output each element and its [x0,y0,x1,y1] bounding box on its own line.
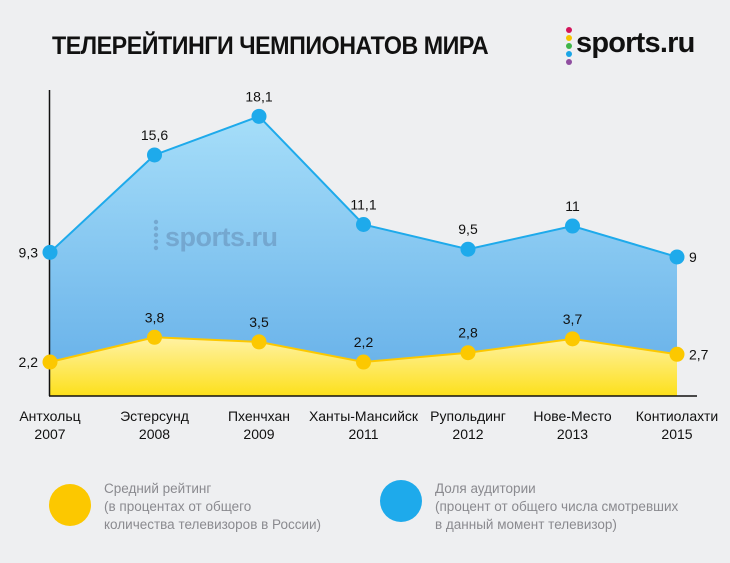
rating-value-label: 2,2 [19,354,39,370]
legend-rating-desc-2: количества телевизоров в России) [104,517,322,532]
logo-dot [566,27,572,33]
watermark-dot [153,239,159,244]
x-tick-place-label: Рупольдинг [430,408,506,424]
share-area [50,116,677,396]
x-tick-year-label: 2009 [243,426,274,442]
share-value-label: 9 [689,249,697,265]
rating-point [669,346,685,362]
share-value-label: 9,3 [19,244,39,260]
rating-value-label: 3,7 [563,311,583,327]
x-tick-place-label: Ханты-Мансийск [309,408,419,424]
rating-value-label: 3,5 [249,314,269,330]
chart-title: ТЕЛЕРЕЙТИНГИ ЧЕМПИОНАТОВ МИРА [52,32,489,60]
rating-point [565,331,580,347]
rating-value-label: 2,8 [458,325,478,341]
share-point [356,217,371,233]
share-point [565,218,580,234]
watermark-dot [153,232,159,238]
share-value-label: 11 [565,198,580,214]
x-tick-place-label: Эстерсунд [120,408,189,424]
x-tick-year-label: 2007 [34,426,65,442]
share-point [42,244,58,260]
legend-rating-title: Средний рейтинг [104,481,212,496]
legend-share-swatch-icon [380,480,422,522]
rating-point [460,345,476,361]
x-tick-place-label: Антхольц [19,408,80,424]
logo-dot [566,35,572,41]
logo-text: sports.ru [576,27,695,59]
watermark: sports.ru [165,222,278,252]
x-tick-year-label: 2012 [452,426,483,442]
legend-share-text: Доля аудитории (процент от общего числа … [435,480,678,534]
legend-share-desc-1: (процент от общего числа смотревших [435,499,679,514]
x-tick-year-label: 2011 [348,426,378,442]
watermark-dot [153,245,159,251]
x-tick-year-label: 2013 [557,426,588,442]
rating-value-label: 2,2 [354,334,374,350]
share-point [251,108,267,124]
share-point [147,147,162,163]
rating-point [251,334,267,350]
x-tick-year-label: 2015 [661,426,692,442]
logo-dot [566,59,572,65]
x-tick-place-label: Контиолахти [636,408,718,424]
legend-rating-swatch-icon [49,484,91,526]
x-tick-place-label: Пхенчхан [228,408,290,424]
share-point [460,241,476,257]
share-point [669,249,685,265]
legend-share-desc-2: в данный момент телевизор) [435,517,617,532]
watermark-dot [153,226,159,231]
watermark-dots-icon [153,219,159,251]
legend-share-title: Доля аудитории [435,481,536,496]
logo-dot [566,43,572,49]
rating-point [356,354,371,370]
logo-dot [566,51,572,57]
legend-rating-text: Средний рейтинг (в процентах от общего к… [104,480,321,534]
rating-point [42,354,58,370]
rating-point [147,329,162,345]
rating-value-label: 2,7 [689,346,709,362]
watermark-dot [153,219,159,225]
share-value-label: 9,5 [458,221,478,237]
share-value-label: 11,1 [350,197,376,213]
legend-rating-desc-1: (в процентах от общего [104,499,252,514]
x-tick-place-label: Нове-Место [533,408,611,424]
share-value-label: 18,1 [245,88,272,104]
x-tick-year-label: 2008 [139,426,170,442]
share-value-label: 15,6 [141,127,168,143]
rating-value-label: 3,8 [145,309,165,325]
